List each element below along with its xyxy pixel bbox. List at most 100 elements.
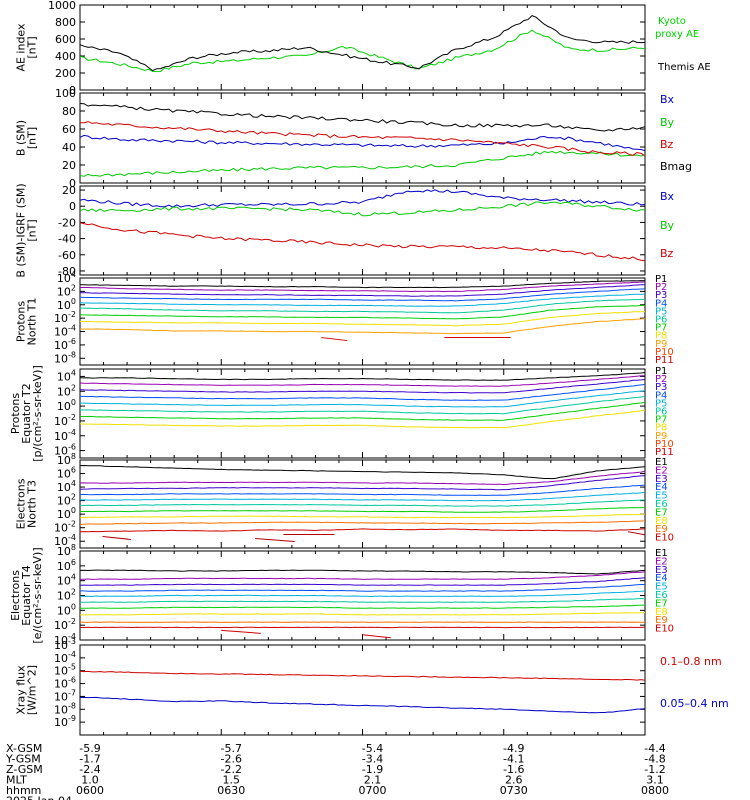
footer-value: -4.8 — [644, 753, 665, 766]
series-line-kyoto-proxy-ae — [79, 29, 646, 73]
series-line-p3 — [79, 284, 645, 297]
legend-entry: P6 — [655, 315, 667, 326]
y-tick-label: 102 — [57, 588, 76, 603]
series-line-p4 — [79, 288, 646, 302]
legend-entry: Bz — [660, 247, 674, 260]
y-tick-label: 800 — [55, 16, 76, 29]
y-tick-label: -60 — [58, 249, 76, 262]
y-tick-label: 100 — [57, 602, 76, 617]
legend-entry: E3 — [655, 474, 668, 485]
footer-value: 3.1 — [646, 774, 664, 787]
series-line-0-1-0-8-nm — [79, 670, 646, 681]
y-axis-label: B (SM) — [15, 120, 28, 156]
y-tick-label: 104 — [57, 573, 76, 588]
legend-entry: 0.05–0.4 nm — [660, 697, 729, 710]
y-tick-label: 400 — [55, 50, 76, 63]
footer-value: -2.4 — [79, 763, 100, 776]
y-tick-label: 10-6 — [54, 676, 76, 691]
y-tick-label: 40 — [62, 141, 76, 154]
footer-value: -1.2 — [644, 763, 665, 776]
y-tick-label: 20 — [62, 184, 76, 197]
legend-entry: E5 — [655, 491, 668, 502]
legend-entry: P7 — [655, 323, 667, 334]
series-line-by — [79, 201, 645, 217]
footer-value: -4.1 — [503, 753, 524, 766]
legend-entry: P9 — [655, 431, 667, 442]
legend-entry: P11 — [655, 355, 674, 366]
y-tick-label: 100 — [57, 297, 76, 312]
y-tick-label: 102 — [57, 493, 76, 508]
legend-entry: E3 — [655, 565, 668, 576]
y-tick-label: 10-8 — [54, 350, 76, 365]
y-tick-label: 10-4 — [54, 428, 76, 443]
legend-entry: E6 — [655, 499, 668, 510]
y-tick-label: 108 — [57, 543, 76, 558]
y-tick-label: -80 — [58, 265, 76, 278]
y-axis-label: [p/(cm²-s-sr-keV)] — [31, 365, 44, 462]
series-line-p1 — [79, 372, 646, 381]
series-line-by — [79, 150, 646, 177]
legend-entry: 0.1–0.8 nm — [660, 655, 722, 668]
y-axis-label: Electrons — [9, 570, 22, 621]
series-fragment — [221, 629, 261, 634]
footer-value: -4.4 — [644, 742, 665, 755]
footer-value: -4.9 — [503, 742, 524, 755]
legend-entry: E10 — [655, 624, 674, 635]
panel-ae: 0 200 400 600 800 1000 AE index[nT] Kyoto proxy … — [15, 0, 711, 97]
series-line-e7 — [80, 604, 646, 609]
footer-value: -1.7 — [79, 753, 100, 766]
series-line-bx — [79, 189, 646, 208]
legend-entry: Bmag — [660, 160, 692, 173]
footer-value: 0800 — [641, 784, 669, 797]
legend-entry: P8 — [655, 423, 667, 434]
legend-entry: By — [660, 219, 675, 232]
y-tick-label: 10-2 — [54, 520, 76, 535]
panel-frame — [79, 4, 646, 91]
footer-value: 2.6 — [505, 774, 523, 787]
series-line-p2 — [80, 281, 646, 293]
series-line-e2 — [79, 571, 646, 580]
footer-date: 2025 Jan 04 — [6, 795, 72, 800]
series-fragment — [255, 538, 295, 543]
y-tick-label: 108 — [57, 452, 76, 467]
legend-entry: P2 — [655, 374, 667, 385]
y-axis-label: [nT] — [26, 36, 39, 58]
y-axis-label: Xray flux — [15, 665, 28, 715]
series-line-bz — [80, 121, 646, 157]
series-line-e3 — [79, 475, 646, 491]
legend-entry: P1 — [655, 274, 667, 285]
y-tick-label: 102 — [57, 383, 76, 398]
y-tick-label: 102 — [57, 283, 76, 298]
y-tick-label: 10-2 — [54, 617, 76, 632]
y-tick-label: 10-2 — [54, 310, 76, 325]
footer-value: -1.9 — [362, 763, 383, 776]
y-tick-label: 20 — [62, 159, 76, 172]
legend-entry: P6 — [655, 407, 667, 418]
series-line-p2 — [79, 375, 645, 387]
panel-digrf: -80 -60 -40 -20 0 20 B (SM)-IGRF (SM)[nT] Bx By B… — [15, 183, 675, 278]
legend-entry: proxy AE — [655, 29, 699, 40]
series-fragment — [321, 337, 348, 342]
series-line-p5 — [80, 390, 646, 408]
legend-entry: Bx — [660, 93, 675, 106]
y-tick-label: 10-9 — [54, 714, 76, 729]
y-tick-label: 600 — [55, 33, 76, 46]
series-fragment — [362, 634, 391, 639]
series-line-e8 — [79, 513, 645, 519]
y-tick-label: 10-2 — [54, 413, 76, 428]
y-tick-label: -20 — [58, 216, 76, 229]
footer-row-label: hhmm — [6, 784, 41, 797]
footer-row-label: Y-GSM — [5, 753, 41, 766]
panel-frame — [79, 185, 646, 276]
y-axis-label: AE index — [15, 23, 28, 72]
y-axis-label: B (SM)-IGRF (SM) — [15, 183, 28, 277]
footer-value: -3.4 — [362, 753, 383, 766]
legend-entry: Bz — [660, 138, 674, 151]
panel-frame — [79, 644, 646, 736]
legend-entry: E1 — [655, 457, 668, 468]
legend-entry: P3 — [655, 382, 667, 393]
y-tick-label: 10-4 — [54, 650, 76, 665]
